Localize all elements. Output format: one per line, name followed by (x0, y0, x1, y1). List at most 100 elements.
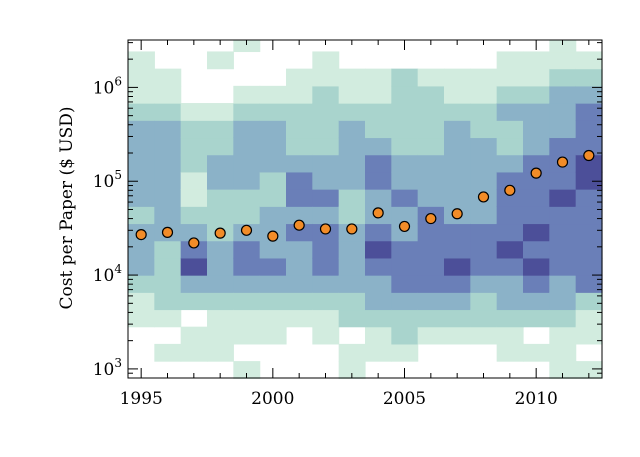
heatmap-cell (549, 69, 576, 87)
heatmap-cell (207, 275, 234, 293)
heatmap-cell (312, 120, 339, 138)
heatmap-cell (497, 103, 524, 121)
heatmap-cell (286, 241, 313, 259)
heatmap-cell (444, 223, 471, 241)
heatmap-cell (444, 172, 471, 190)
heatmap-cell (497, 292, 524, 310)
heatmap-cell (181, 103, 208, 121)
heatmap-cell (391, 258, 418, 276)
heatmap-cell (391, 120, 418, 138)
heatmap-cell (339, 137, 366, 155)
x-tick-label: 1995 (120, 389, 163, 409)
heatmap-cell (128, 120, 155, 138)
data-point (400, 221, 410, 231)
heatmap-cell (391, 137, 418, 155)
heatmap-cell (365, 258, 392, 276)
heatmap-cell (576, 120, 603, 138)
heatmap-cell (207, 258, 234, 276)
heatmap-cell (365, 172, 392, 190)
heatmap-cell (207, 189, 234, 207)
heatmap-cell (207, 309, 234, 327)
heatmap-cell (365, 189, 392, 207)
heatmap-cell (444, 120, 471, 138)
heatmap-cell (260, 137, 287, 155)
heatmap-cell (497, 120, 524, 138)
heatmap-cell (312, 206, 339, 224)
y-axis-title: Cost per Paper ($ USD) (57, 106, 77, 309)
data-point (242, 225, 252, 235)
heatmap-cell (497, 155, 524, 173)
heatmap-cell (233, 103, 260, 121)
heatmap-cell (391, 292, 418, 310)
heatmap-cell (418, 241, 445, 259)
heatmap-cell (549, 189, 576, 207)
heatmap-cell (391, 241, 418, 259)
heatmap-cell (549, 86, 576, 104)
heatmap-cell (470, 155, 497, 173)
heatmap-cell (549, 344, 576, 362)
heatmap-cell (365, 292, 392, 310)
heatmap-cell (444, 309, 471, 327)
heatmap-cell (154, 241, 181, 259)
y-tick-label: 103 (93, 356, 122, 380)
heatmap-cell (181, 292, 208, 310)
heatmap-cell (154, 292, 181, 310)
heatmap-cell (418, 189, 445, 207)
heatmap-cell (391, 309, 418, 327)
data-point (268, 231, 278, 241)
heatmap-cell (339, 69, 366, 87)
heatmap-cell (207, 241, 234, 259)
heatmap-cell (418, 223, 445, 241)
heatmap-cell (523, 292, 550, 310)
heatmap-cell (181, 155, 208, 173)
heatmap-cell (260, 103, 287, 121)
heatmap-cell (286, 275, 313, 293)
y-tick-labels: 103104105106 (93, 74, 123, 380)
heatmap-cell (339, 344, 366, 362)
heatmap-cell (312, 69, 339, 87)
heatmap-cell (154, 258, 181, 276)
y-tick-label: 105 (93, 168, 122, 192)
heatmap-cell (181, 206, 208, 224)
heatmap-cell (233, 258, 260, 276)
heatmap-cell (154, 344, 181, 362)
heatmap-cell (444, 86, 471, 104)
heatmap-cell (418, 327, 445, 345)
heatmap-cell (312, 241, 339, 259)
heatmap-cell (576, 223, 603, 241)
heatmap-cell (339, 309, 366, 327)
heatmap-cell (233, 120, 260, 138)
heatmap-cell (339, 275, 366, 293)
heatmap-cell (260, 172, 287, 190)
x-tick-label: 2005 (383, 389, 426, 409)
heatmap-cell (339, 172, 366, 190)
heatmap-cell (128, 86, 155, 104)
y-tick-label: 106 (93, 74, 122, 98)
heatmap-cell (154, 172, 181, 190)
heatmap-cell (181, 137, 208, 155)
heatmap-cell (233, 155, 260, 173)
heatmap-cell (418, 86, 445, 104)
heatmap-cell (312, 258, 339, 276)
heatmap-cell (549, 292, 576, 310)
heatmap-cell (365, 344, 392, 362)
heatmap-cell (391, 103, 418, 121)
heatmap-cell (260, 258, 287, 276)
heatmap-cell (444, 258, 471, 276)
heatmap-cell (260, 206, 287, 224)
heatmap-cell (154, 189, 181, 207)
heatmap-cell (497, 275, 524, 293)
heatmap-cell (312, 275, 339, 293)
heatmap-cell (260, 292, 287, 310)
heatmap-cell (233, 327, 260, 345)
heatmap-cell (260, 120, 287, 138)
heatmap-cell (365, 309, 392, 327)
heatmap-cell (365, 223, 392, 241)
heatmap-cell (365, 137, 392, 155)
heatmap-cell (286, 172, 313, 190)
heatmap-cell (576, 206, 603, 224)
heatmap-cell (181, 258, 208, 276)
data-point (189, 238, 199, 248)
heatmap-cells (128, 40, 603, 378)
heatmap-cell (470, 309, 497, 327)
